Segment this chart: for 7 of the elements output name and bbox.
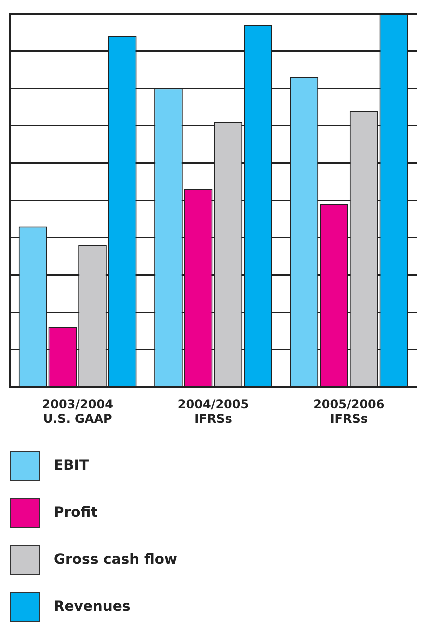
legend-label: Profit: [54, 504, 98, 520]
x-tick-label: 2003/2004 U.S. GAAP: [42, 398, 114, 426]
legend-label: Gross cash flow: [54, 552, 178, 568]
x-tick-label: 2005/2006 IFRSs: [314, 398, 385, 426]
legend-label: Revenues: [54, 598, 131, 614]
x-tick-label: 2004/2005 IFRSs: [178, 398, 250, 426]
legend-label: EBIT: [54, 458, 89, 474]
